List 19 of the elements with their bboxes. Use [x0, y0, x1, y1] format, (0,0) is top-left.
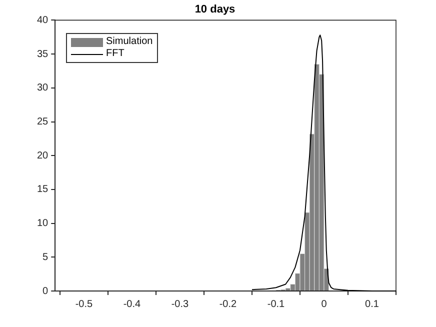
x-tick-label: 0: [321, 298, 328, 310]
x-tick-label: -0.3: [171, 298, 190, 310]
y-tick-label: 25: [37, 116, 49, 128]
y-tick-label: 40: [37, 14, 49, 26]
chart-title: 10 days: [194, 4, 236, 16]
y-tick-label: 30: [37, 82, 49, 94]
y-tick-label: 15: [37, 184, 49, 196]
x-tick-label: 0.1: [365, 298, 380, 310]
y-tick-label: 5: [42, 252, 49, 263]
x-tick-label: -0.4: [123, 298, 141, 310]
y-tick-label: 20: [37, 150, 49, 162]
y-tick-label: 0: [42, 286, 49, 297]
x-tick-label: -0.5: [75, 298, 93, 310]
x-tick-label: -0.2: [219, 298, 238, 310]
legend-label: Simulation: [106, 36, 153, 48]
y-tick-label: 35: [37, 48, 49, 60]
legend-label: FFT: [106, 48, 124, 60]
y-tick-label: 10: [37, 218, 49, 230]
x-tick-label: -0.1: [267, 298, 286, 310]
